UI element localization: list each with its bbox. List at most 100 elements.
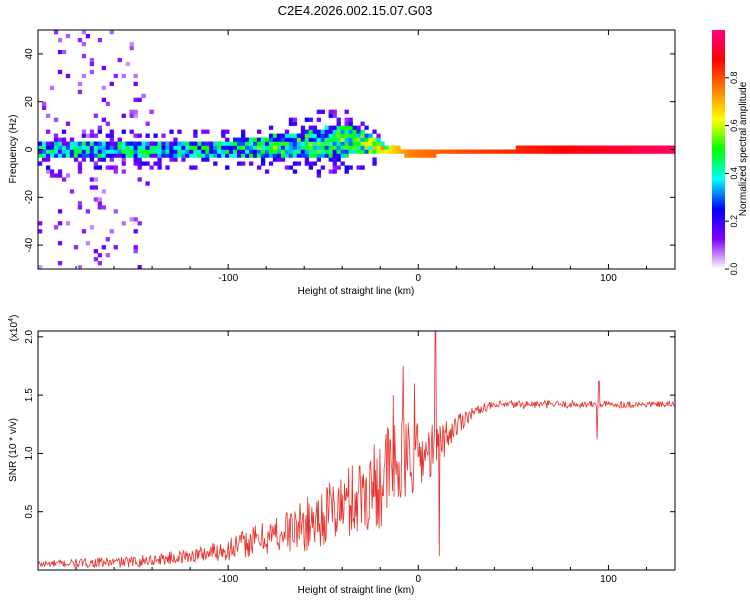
spectrogram-cell — [328, 129, 333, 134]
spectrogram-cell — [109, 229, 114, 234]
spectrogram-cell — [177, 129, 182, 134]
spectrogram-cell — [137, 165, 142, 170]
spectrogram-cell — [304, 137, 310, 142]
spectrogram-cell — [376, 137, 381, 142]
spectrogram-cell — [57, 153, 63, 158]
spectrogram-cell — [61, 49, 67, 55]
spectrogram-cell — [205, 129, 210, 134]
spectrogram-cell — [53, 117, 59, 122]
spectrogram-cell — [53, 141, 59, 146]
spectrogram-cells — [38, 30, 676, 270]
spectrogram-cell — [161, 133, 166, 138]
spectrogram-cell — [57, 209, 63, 214]
spectrogram-cell — [296, 153, 302, 158]
spectrogram-cell — [113, 209, 118, 214]
spectrogram-cell — [185, 149, 190, 154]
spectrogram-cell — [133, 81, 138, 87]
spectrogram-cell — [81, 157, 87, 162]
spectrogram-cell — [237, 145, 242, 150]
snr-scale-prefix: (x10 — [9, 321, 20, 341]
spectrogram-cell — [145, 161, 150, 166]
spectrogram-cell — [169, 141, 174, 146]
spectrogram-cell — [328, 153, 333, 158]
spectrogram-cell — [424, 149, 429, 154]
spectrogram-cell — [205, 157, 210, 162]
spectrogram-cell — [77, 205, 83, 210]
spectrogram-cell — [284, 133, 290, 138]
spectrogram-cell — [169, 145, 174, 150]
spectrogram-cell — [49, 169, 55, 174]
spectrogram-cell — [404, 153, 409, 158]
spectrogram-cell — [38, 229, 43, 234]
spectrogram-cell — [308, 129, 313, 134]
spectrogram-cell — [121, 145, 126, 150]
spectrogram-cell — [49, 153, 55, 158]
snr-xtick-label: -100 — [218, 574, 238, 585]
spectrogram-cell — [117, 153, 122, 158]
spectrogram-cell — [125, 141, 130, 146]
spectrogram-cell — [181, 141, 186, 146]
spectrogram-ylabel: Frequency (Hz) — [8, 115, 19, 184]
spectrogram-cell — [384, 149, 389, 154]
spectrogram-cell — [316, 145, 321, 150]
spectrogram-cell — [57, 169, 63, 174]
spectrogram-cell — [97, 253, 102, 258]
spectrogram-cell — [559, 145, 564, 150]
spectrogram-cell — [65, 141, 71, 146]
spectrogram-cell — [133, 229, 138, 234]
spectrogram-cell — [655, 149, 660, 154]
spectrogram-cell — [105, 133, 110, 138]
spectrogram-cell — [444, 149, 449, 154]
spectrogram-cell — [221, 149, 226, 154]
spectrogram-cell — [380, 149, 385, 154]
spectrogram-cell — [308, 137, 313, 142]
spectrogram-cell — [41, 101, 47, 106]
spectrogram-cell — [412, 153, 417, 158]
snr-xtick-label: 0 — [416, 574, 422, 585]
spectrogram-cell — [308, 165, 313, 170]
spectrogram-cell — [328, 133, 333, 138]
spectrogram-cell — [169, 129, 174, 134]
spectrogram-cell — [320, 109, 325, 114]
spectrogram-cell — [316, 169, 321, 174]
spectrogram-cell — [121, 73, 126, 79]
spectrogram-cell — [145, 181, 150, 186]
spectrogram-cell — [300, 153, 306, 158]
spectrogram-cell — [412, 149, 417, 154]
spectrogram-cell — [499, 149, 505, 154]
spectrogram-cell — [137, 157, 142, 162]
spectrogram-cell — [101, 149, 106, 154]
spectrogram-cell — [133, 109, 138, 114]
spectrogram-cell — [85, 153, 91, 158]
spectrogram-cell — [272, 157, 278, 162]
spectrogram-cell — [256, 145, 262, 150]
spectrogram-cell — [348, 125, 353, 130]
spectrogram-cell — [129, 153, 134, 158]
spectrogram-cell — [276, 137, 282, 142]
spectrogram-cell — [53, 149, 59, 154]
spectrogram-cell — [157, 149, 162, 154]
spectrogram-cell — [173, 141, 178, 146]
spectrogram-cell — [157, 157, 162, 162]
spectrogram-cell — [332, 149, 337, 154]
spectrogram-cell — [639, 145, 644, 150]
spectrogram-cell — [105, 149, 110, 154]
spectrogram-cell — [245, 145, 250, 150]
spectrogram-cell — [272, 137, 278, 142]
spectrogram-cell — [280, 141, 286, 146]
spectrogram-cell — [647, 149, 652, 154]
spectrogram-cell — [252, 149, 258, 154]
spectrogram-cell — [300, 129, 306, 134]
spectrogram-cell — [241, 137, 246, 142]
spectrogram-cell — [105, 145, 110, 150]
spectrogram-cell — [304, 117, 310, 122]
spectrogram-cell — [137, 133, 142, 138]
spectrogram-cell — [268, 161, 274, 166]
spectrogram-cell — [149, 109, 154, 114]
spectrogram-cell — [105, 237, 110, 242]
spectrogram-cell — [579, 145, 584, 150]
spectrogram-cell — [352, 145, 357, 150]
spectrogram-axes: -100 0 100 -40 -20 0 20 40 — [24, 30, 675, 284]
spectrogram-cell — [595, 145, 600, 150]
spectrogram-cell — [45, 169, 51, 174]
